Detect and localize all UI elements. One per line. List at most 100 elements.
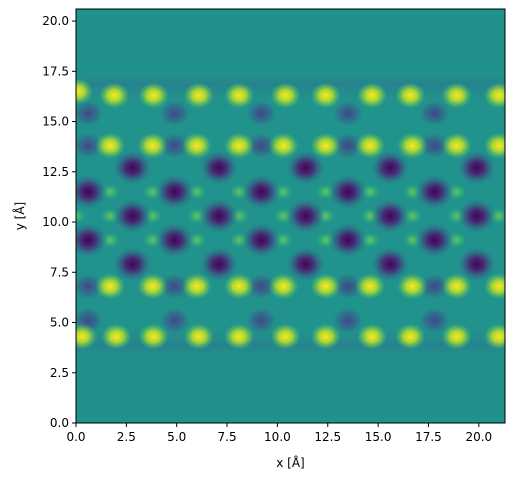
bright-spot: [395, 323, 426, 350]
medium-dark-spots-layer: [76, 100, 450, 334]
x-tick-label: 7.5: [218, 430, 237, 444]
bright-spot: [137, 132, 168, 159]
medium-dark-spot: [419, 307, 450, 334]
medium-dark-spot: [159, 100, 190, 127]
x-tick-label: 12.5: [314, 430, 341, 444]
dark-spots-layer: [76, 150, 496, 282]
bright-spot: [268, 273, 299, 300]
bright-spot: [99, 82, 130, 109]
bright-spot: [310, 82, 341, 109]
medium-dark-spot: [332, 273, 364, 300]
bright-spot: [483, 132, 505, 159]
y-axis: 0.0 2.5 5.0 7.5 10.0 12.5 15.0 17.5 20.0: [42, 14, 76, 430]
bright-spot: [441, 273, 472, 300]
bright-spot: [138, 323, 169, 350]
y-tick-label: 10.0: [42, 215, 69, 229]
bright-spot: [101, 323, 132, 350]
y-tick-label: 7.5: [50, 265, 69, 279]
bright-spot: [310, 132, 341, 159]
dark-spot: [286, 150, 325, 185]
green-spot: [76, 206, 88, 226]
bright-spot: [95, 273, 126, 300]
medium-dark-spot: [419, 100, 450, 127]
x-tick-label: 15.0: [365, 430, 392, 444]
x-tick-label: 17.5: [415, 430, 442, 444]
medium-dark-spot: [159, 273, 190, 300]
bright-spot: [397, 273, 428, 300]
bright-spot: [181, 132, 212, 159]
bright-spot: [441, 132, 472, 159]
medium-dark-spot: [246, 307, 277, 334]
dark-spot: [155, 223, 194, 258]
bright-spot: [270, 82, 301, 109]
bright-spot: [224, 273, 255, 300]
medium-dark-spot: [419, 273, 450, 300]
y-tick-label: 17.5: [42, 64, 69, 78]
x-axis-label: x [Å]: [276, 455, 305, 470]
medium-dark-spot: [159, 307, 190, 334]
bright-spot: [224, 82, 255, 109]
dark-spot: [371, 198, 410, 234]
bright-spot: [138, 82, 169, 109]
dark-spot: [113, 247, 152, 282]
bright-spot: [356, 82, 388, 109]
dark-spot: [155, 174, 194, 209]
bright-spot: [354, 132, 386, 159]
x-tick-label: 2.5: [117, 430, 136, 444]
medium-dark-spot: [246, 132, 277, 159]
bright-spot: [310, 323, 341, 350]
dark-spot: [328, 223, 368, 258]
x-tick-label: 5.0: [167, 430, 186, 444]
x-tick-label: 20.0: [465, 430, 492, 444]
medium-dark-spot: [76, 273, 104, 300]
dark-spot: [242, 174, 281, 209]
medium-dark-spot: [246, 273, 277, 300]
y-tick-label: 20.0: [42, 14, 69, 28]
x-tick-label: 0.0: [66, 430, 85, 444]
y-tick-label: 12.5: [42, 165, 69, 179]
y-tick-label: 0.0: [50, 416, 69, 430]
dark-spot: [371, 247, 410, 282]
y-tick-label: 2.5: [50, 366, 69, 380]
dark-spot: [76, 223, 108, 258]
medium-dark-spot: [332, 132, 364, 159]
bright-spot: [183, 82, 214, 109]
bright-spot: [76, 323, 98, 350]
bright-spot: [483, 323, 505, 350]
dark-spot: [328, 174, 368, 209]
bright-spot: [270, 323, 301, 350]
dark-spot: [242, 223, 281, 258]
y-tick-label: 5.0: [50, 316, 69, 330]
dark-spot: [457, 150, 496, 185]
dark-spot: [76, 174, 108, 209]
x-tick-label: 10.0: [264, 430, 291, 444]
bright-spots-layer: [76, 78, 505, 350]
medium-dark-spot: [332, 307, 364, 334]
dark-spot: [286, 247, 325, 282]
bright-spot: [395, 82, 426, 109]
medium-dark-spot: [159, 132, 190, 159]
bright-spot: [76, 78, 94, 105]
bright-spot: [310, 273, 341, 300]
x-axis: 0.0 2.5 5.0 7.5 10.0 12.5 15.0 17.5 20.0: [66, 423, 492, 444]
dark-spot: [371, 150, 410, 185]
plot-area: [76, 9, 505, 423]
bright-spot: [268, 132, 299, 159]
bright-spot: [137, 273, 168, 300]
dark-spot: [199, 247, 239, 282]
y-tick-label: 15.0: [42, 115, 69, 129]
bright-spot: [224, 323, 255, 350]
bright-spot: [224, 132, 255, 159]
dark-spot: [457, 247, 496, 282]
dark-spot: [457, 198, 496, 234]
medium-dark-spot: [76, 132, 104, 159]
y-axis-label: y [Å]: [12, 202, 27, 231]
medium-dark-spot: [332, 100, 364, 127]
dark-spot: [113, 150, 152, 185]
dark-spot: [415, 223, 454, 258]
bright-spot: [483, 82, 505, 109]
bright-spot: [354, 273, 386, 300]
dark-spot: [113, 198, 152, 234]
bright-spot: [356, 323, 388, 350]
